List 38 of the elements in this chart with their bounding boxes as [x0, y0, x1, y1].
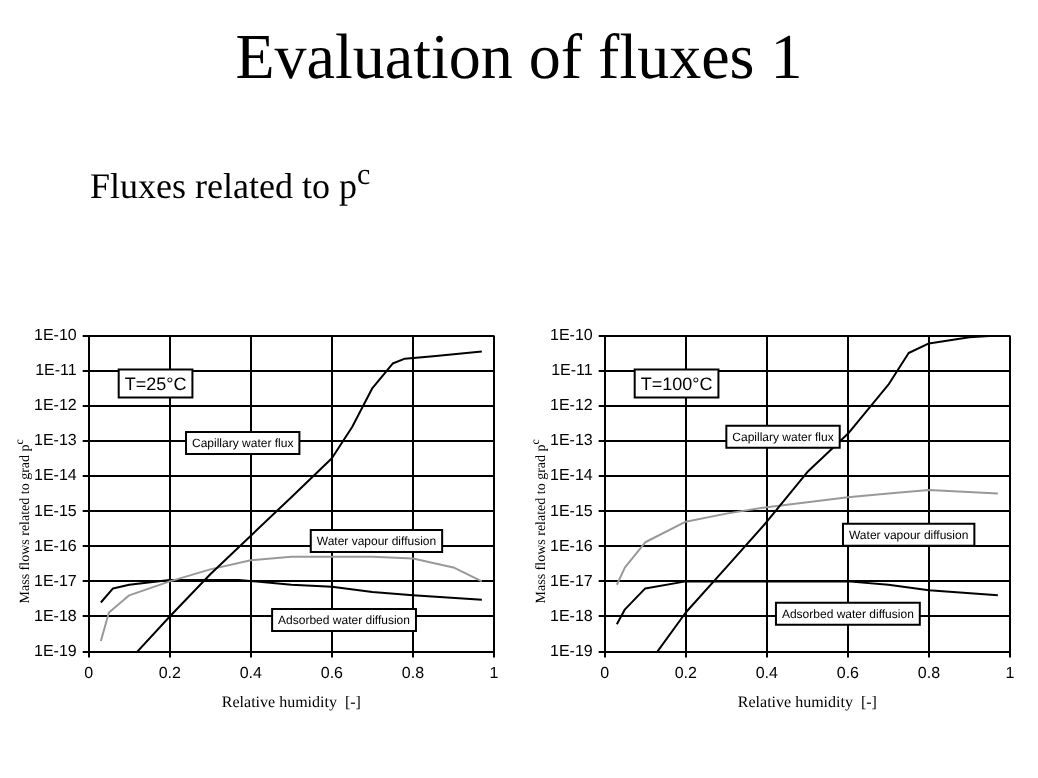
y-tick-label: 1E-16 [549, 536, 594, 555]
x-tick-label: 0.2 [674, 663, 698, 682]
y-tick-label: 1E-12 [33, 396, 78, 415]
x-tick-label: 1 [489, 663, 500, 682]
y-tick-label: 1E-19 [549, 642, 594, 661]
y-tick-label: 1E-10 [33, 326, 78, 345]
y-tick-label: 1E-17 [33, 571, 78, 590]
y-tick-label: 1E-12 [549, 396, 594, 415]
y-tick-label: 1E-11 [35, 361, 78, 380]
y-tick-label: 1E-13 [549, 431, 594, 450]
y-tick-label: 1E-10 [549, 326, 594, 345]
y-tick-label: 1E-15 [549, 501, 594, 520]
y-tick-label: 1E-11 [551, 361, 594, 380]
chart-subtitle: Fluxes related to p$^{c}$ [90, 160, 371, 208]
x-tick-label: 0.4 [239, 663, 264, 682]
x-axis-title: Relative humidity [-] [737, 692, 878, 711]
x-tick-label: 1 [1005, 663, 1016, 682]
chart-title: Evaluation of fluxes 1 [233, 20, 805, 94]
y-tick-label: 1E-18 [33, 606, 78, 625]
x-tick-label: 0.2 [158, 663, 182, 682]
x-tick-label: 0 [600, 663, 611, 682]
y-tick-label: 1E-16 [33, 536, 78, 555]
annotation: T=25°C [124, 373, 188, 394]
y-tick-label: 1E-15 [33, 501, 78, 520]
y-tick-label: 1E-19 [33, 642, 78, 661]
x-tick-label: 0 [84, 663, 95, 682]
x-tick-label: 0.4 [755, 663, 780, 682]
annotation: T=100°C [640, 373, 714, 394]
x-tick-label: 0.6 [320, 663, 345, 682]
x-tick-label: 0.8 [917, 663, 942, 682]
y-tick-label: 1E-18 [549, 606, 594, 625]
y-tick-label: 1E-14 [549, 466, 594, 485]
x-axis-title: Relative humidity [-] [221, 692, 362, 711]
y-tick-label: 1E-17 [549, 571, 594, 590]
y-tick-label: 1E-13 [33, 431, 78, 450]
x-tick-label: 0.6 [836, 663, 861, 682]
x-tick-label: 0.8 [401, 663, 426, 682]
y-tick-label: 1E-14 [33, 466, 78, 485]
